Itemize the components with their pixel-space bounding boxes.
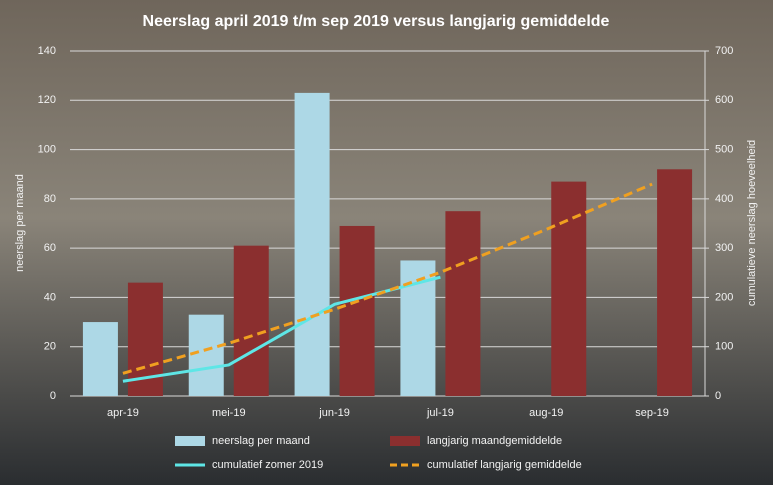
bar bbox=[294, 92, 330, 397]
x-tick-label: aug-19 bbox=[529, 407, 563, 419]
legend-label: langjarig maandgemiddelde bbox=[427, 435, 562, 447]
chart-title: Neerslag april 2019 t/m sep 2019 versus … bbox=[143, 13, 610, 30]
y2-tick-label: 300 bbox=[715, 242, 733, 254]
legend-label: cumulatief zomer 2019 bbox=[212, 459, 323, 471]
y-tick-label: 120 bbox=[38, 94, 56, 106]
bar bbox=[657, 169, 693, 396]
x-tick-label: sep-19 bbox=[635, 407, 669, 419]
y-tick-label: 0 bbox=[50, 390, 56, 402]
legend-label: cumulatief langjarig gemiddelde bbox=[427, 459, 582, 471]
y2-tick-label: 600 bbox=[715, 94, 733, 106]
y2-tick-label: 0 bbox=[715, 390, 721, 402]
line bbox=[122, 182, 653, 375]
x-tick-label: mei-19 bbox=[212, 407, 246, 419]
bar bbox=[551, 181, 587, 396]
y2-tick-label: 400 bbox=[715, 193, 733, 205]
bar bbox=[233, 245, 269, 396]
y-tick-label: 40 bbox=[44, 291, 56, 303]
bar bbox=[339, 225, 375, 396]
x-tick-label: jul-19 bbox=[426, 407, 454, 419]
y-axis-label: neerslag per maand bbox=[14, 174, 26, 272]
y2-tick-label: 700 bbox=[715, 45, 733, 57]
legend-swatch bbox=[175, 436, 205, 446]
y-tick-label: 20 bbox=[44, 341, 56, 353]
y2-tick-label: 500 bbox=[715, 143, 733, 155]
bar bbox=[188, 314, 224, 396]
y2-tick-label: 100 bbox=[715, 341, 733, 353]
y-tick-label: 100 bbox=[38, 143, 56, 155]
y-tick-label: 80 bbox=[44, 193, 56, 205]
legend-swatch bbox=[390, 436, 420, 446]
y-tick-label: 140 bbox=[38, 45, 56, 57]
line bbox=[122, 275, 441, 383]
y-tick-label: 60 bbox=[44, 242, 56, 254]
x-tick-label: jun-19 bbox=[318, 407, 350, 419]
bar bbox=[445, 211, 481, 396]
y2-tick-label: 200 bbox=[715, 291, 733, 303]
legend-label: neerslag per maand bbox=[212, 435, 310, 447]
x-tick-label: apr-19 bbox=[107, 407, 139, 419]
bar bbox=[82, 322, 118, 396]
y2-axis-label: cumulatieve neerslag hoeveelheid bbox=[746, 140, 758, 306]
